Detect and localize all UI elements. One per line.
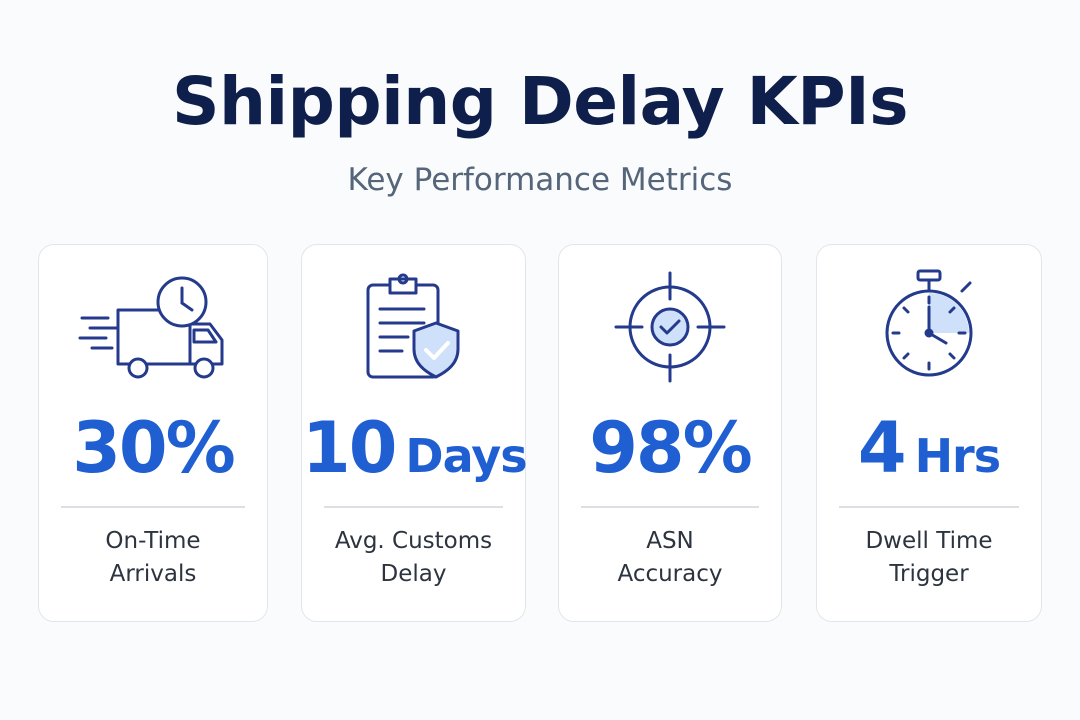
kpi-label-line: On-Time — [105, 528, 201, 554]
kpi-label-line: Dwell Time — [865, 528, 993, 554]
page-subtitle: Key Performance Metrics — [347, 162, 733, 198]
kpi-value: 4 Hrs — [817, 403, 1041, 512]
kpi-value-unit: Days — [405, 429, 527, 483]
kpi-label-line: Delay — [380, 561, 447, 587]
card-divider — [839, 506, 1019, 508]
target-check-icon — [559, 269, 781, 385]
kpi-value-number: 4 — [857, 407, 907, 489]
kpi-label-line: Avg. Customs — [334, 528, 493, 554]
kpi-card-asn-accuracy: 98% ASN Accuracy — [558, 244, 782, 622]
kpi-value: 98% — [559, 403, 781, 512]
card-divider — [581, 506, 759, 508]
kpi-label: Dwell Time Trigger — [817, 525, 1041, 591]
kpi-card-dwell-time: 4 Hrs Dwell Time Trigger — [816, 244, 1042, 622]
card-divider — [324, 506, 503, 508]
kpi-label-line: Arrivals — [109, 561, 197, 587]
kpi-label-line: ASN — [646, 528, 694, 554]
delivery-truck-clock-icon — [39, 269, 267, 385]
kpi-value-number: 10 — [302, 407, 397, 489]
stopwatch-icon — [817, 269, 1041, 385]
kpi-label: Avg. Customs Delay — [302, 525, 525, 591]
kpi-value-unit: Hrs — [914, 429, 1002, 483]
page-title: Shipping Delay KPIs — [172, 63, 909, 140]
kpi-value-number: 30% — [72, 407, 236, 489]
kpi-card-on-time-arrivals: 30% On-Time Arrivals — [38, 244, 268, 622]
kpi-value: 10 Days — [302, 403, 528, 512]
kpi-value: 30% — [39, 403, 267, 512]
card-divider — [61, 506, 245, 508]
kpi-value-number: 98% — [589, 407, 753, 489]
kpi-label-line: Trigger — [889, 561, 969, 587]
kpi-label: On-Time Arrivals — [39, 525, 267, 591]
kpi-label-line: Accuracy — [617, 561, 723, 587]
kpi-label: ASN Accuracy — [559, 525, 781, 591]
clipboard-shield-check-icon — [302, 269, 525, 385]
kpi-card-customs-delay: 10 Days Avg. Customs Delay — [301, 244, 528, 622]
